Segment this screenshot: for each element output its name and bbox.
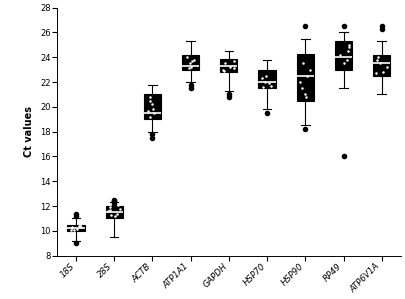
PathPatch shape (67, 225, 85, 231)
PathPatch shape (297, 54, 314, 101)
PathPatch shape (220, 59, 237, 72)
PathPatch shape (144, 94, 161, 119)
PathPatch shape (373, 55, 390, 76)
PathPatch shape (258, 70, 276, 88)
PathPatch shape (106, 206, 123, 219)
PathPatch shape (182, 55, 199, 70)
PathPatch shape (335, 41, 352, 70)
Y-axis label: Ct values: Ct values (24, 106, 34, 157)
